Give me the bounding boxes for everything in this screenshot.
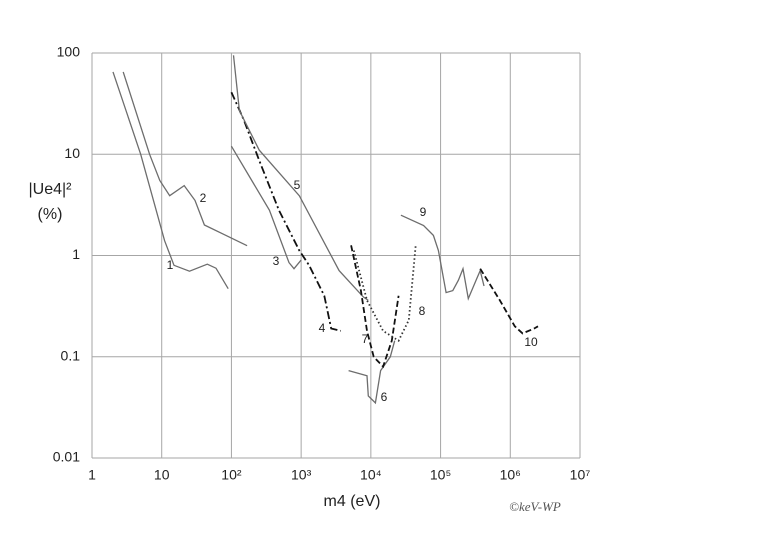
series-label: 9 bbox=[420, 205, 427, 219]
y-tick-label: 1 bbox=[72, 246, 80, 262]
series-label: 6 bbox=[381, 390, 388, 404]
x-tick-label: 10³ bbox=[291, 467, 312, 483]
y-axis-label: (%) bbox=[38, 206, 63, 223]
data-line bbox=[350, 245, 400, 369]
y-axis-label: |Ue4|² bbox=[29, 181, 73, 198]
series-label: 1 bbox=[167, 258, 174, 272]
series-label: 5 bbox=[294, 178, 301, 192]
x-axis-label: m4 (eV) bbox=[324, 493, 381, 510]
y-tick-label: 0.01 bbox=[53, 449, 80, 465]
series-label: 3 bbox=[273, 254, 280, 268]
series-label: 10 bbox=[524, 335, 538, 349]
series-label: 7 bbox=[362, 332, 369, 346]
data-line bbox=[122, 71, 248, 247]
watermark: ©keV-WP bbox=[509, 499, 561, 514]
data-line bbox=[348, 340, 396, 405]
series-label: 4 bbox=[319, 321, 326, 335]
series-label: 8 bbox=[419, 304, 426, 318]
series-label: 2 bbox=[200, 191, 207, 205]
x-tick-label: 10⁴ bbox=[360, 467, 382, 483]
x-tick-label: 10⁵ bbox=[430, 467, 451, 483]
data-line bbox=[352, 245, 417, 342]
data-line bbox=[112, 71, 229, 290]
x-tick-label: 10² bbox=[221, 467, 242, 483]
x-tick-label: 10⁶ bbox=[500, 467, 521, 483]
data-line bbox=[232, 55, 369, 301]
x-tick-label: 1 bbox=[88, 467, 96, 483]
data-line bbox=[479, 268, 539, 335]
y-tick-label: 10 bbox=[64, 145, 80, 161]
x-tick-label: 10 bbox=[154, 467, 170, 483]
data-line bbox=[230, 145, 302, 270]
y-tick-label: 0.1 bbox=[61, 347, 81, 363]
y-tick-label: 100 bbox=[57, 44, 81, 60]
data-line bbox=[230, 91, 342, 332]
x-tick-label: 10⁷ bbox=[570, 467, 591, 483]
data-line bbox=[400, 214, 485, 301]
